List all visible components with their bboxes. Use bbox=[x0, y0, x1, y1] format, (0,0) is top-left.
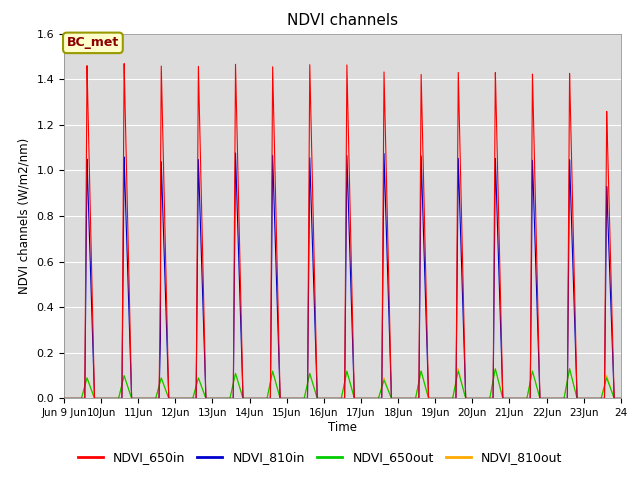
X-axis label: Time: Time bbox=[328, 421, 357, 434]
Text: BC_met: BC_met bbox=[67, 36, 119, 49]
Title: NDVI channels: NDVI channels bbox=[287, 13, 398, 28]
Y-axis label: NDVI channels (W/m2/nm): NDVI channels (W/m2/nm) bbox=[18, 138, 31, 294]
Legend: NDVI_650in, NDVI_810in, NDVI_650out, NDVI_810out: NDVI_650in, NDVI_810in, NDVI_650out, NDV… bbox=[72, 446, 568, 469]
